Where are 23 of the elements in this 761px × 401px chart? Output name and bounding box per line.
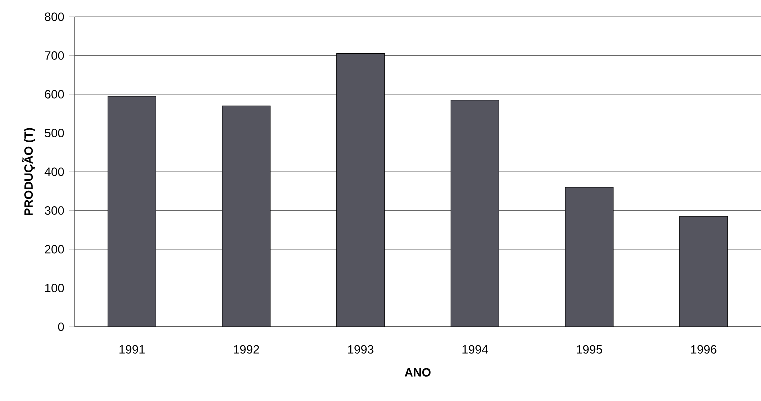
x-axis-title: ANO bbox=[404, 368, 431, 377]
y-tick-label: 700 bbox=[45, 52, 64, 60]
y-tick-label: 100 bbox=[46, 284, 64, 293]
y-tick-label: 800 bbox=[45, 12, 64, 22]
bar bbox=[222, 106, 271, 328]
bar bbox=[680, 216, 728, 328]
y-tick-label: 600 bbox=[45, 90, 64, 99]
y-tick-label: 200 bbox=[45, 245, 64, 254]
y-tick-label: 500 bbox=[45, 129, 64, 138]
bar bbox=[108, 96, 156, 328]
bar bbox=[565, 188, 614, 328]
y-tick-label: 0 bbox=[58, 322, 64, 332]
y-tick-label: 300 bbox=[45, 206, 64, 216]
x-tick-label: 1991 bbox=[120, 345, 145, 354]
y-axis-title: PRODUÇÃO (T) bbox=[22, 128, 36, 216]
x-tick-label: 1992 bbox=[234, 345, 260, 354]
x-tick-label: 1994 bbox=[462, 345, 488, 354]
y-tick-label: 400 bbox=[44, 168, 64, 176]
bar bbox=[336, 54, 385, 328]
x-tick-label: 1993 bbox=[348, 345, 374, 354]
x-tick-label: 1996 bbox=[691, 345, 717, 354]
x-tick-label: 1995 bbox=[577, 345, 602, 354]
bar bbox=[451, 100, 500, 328]
